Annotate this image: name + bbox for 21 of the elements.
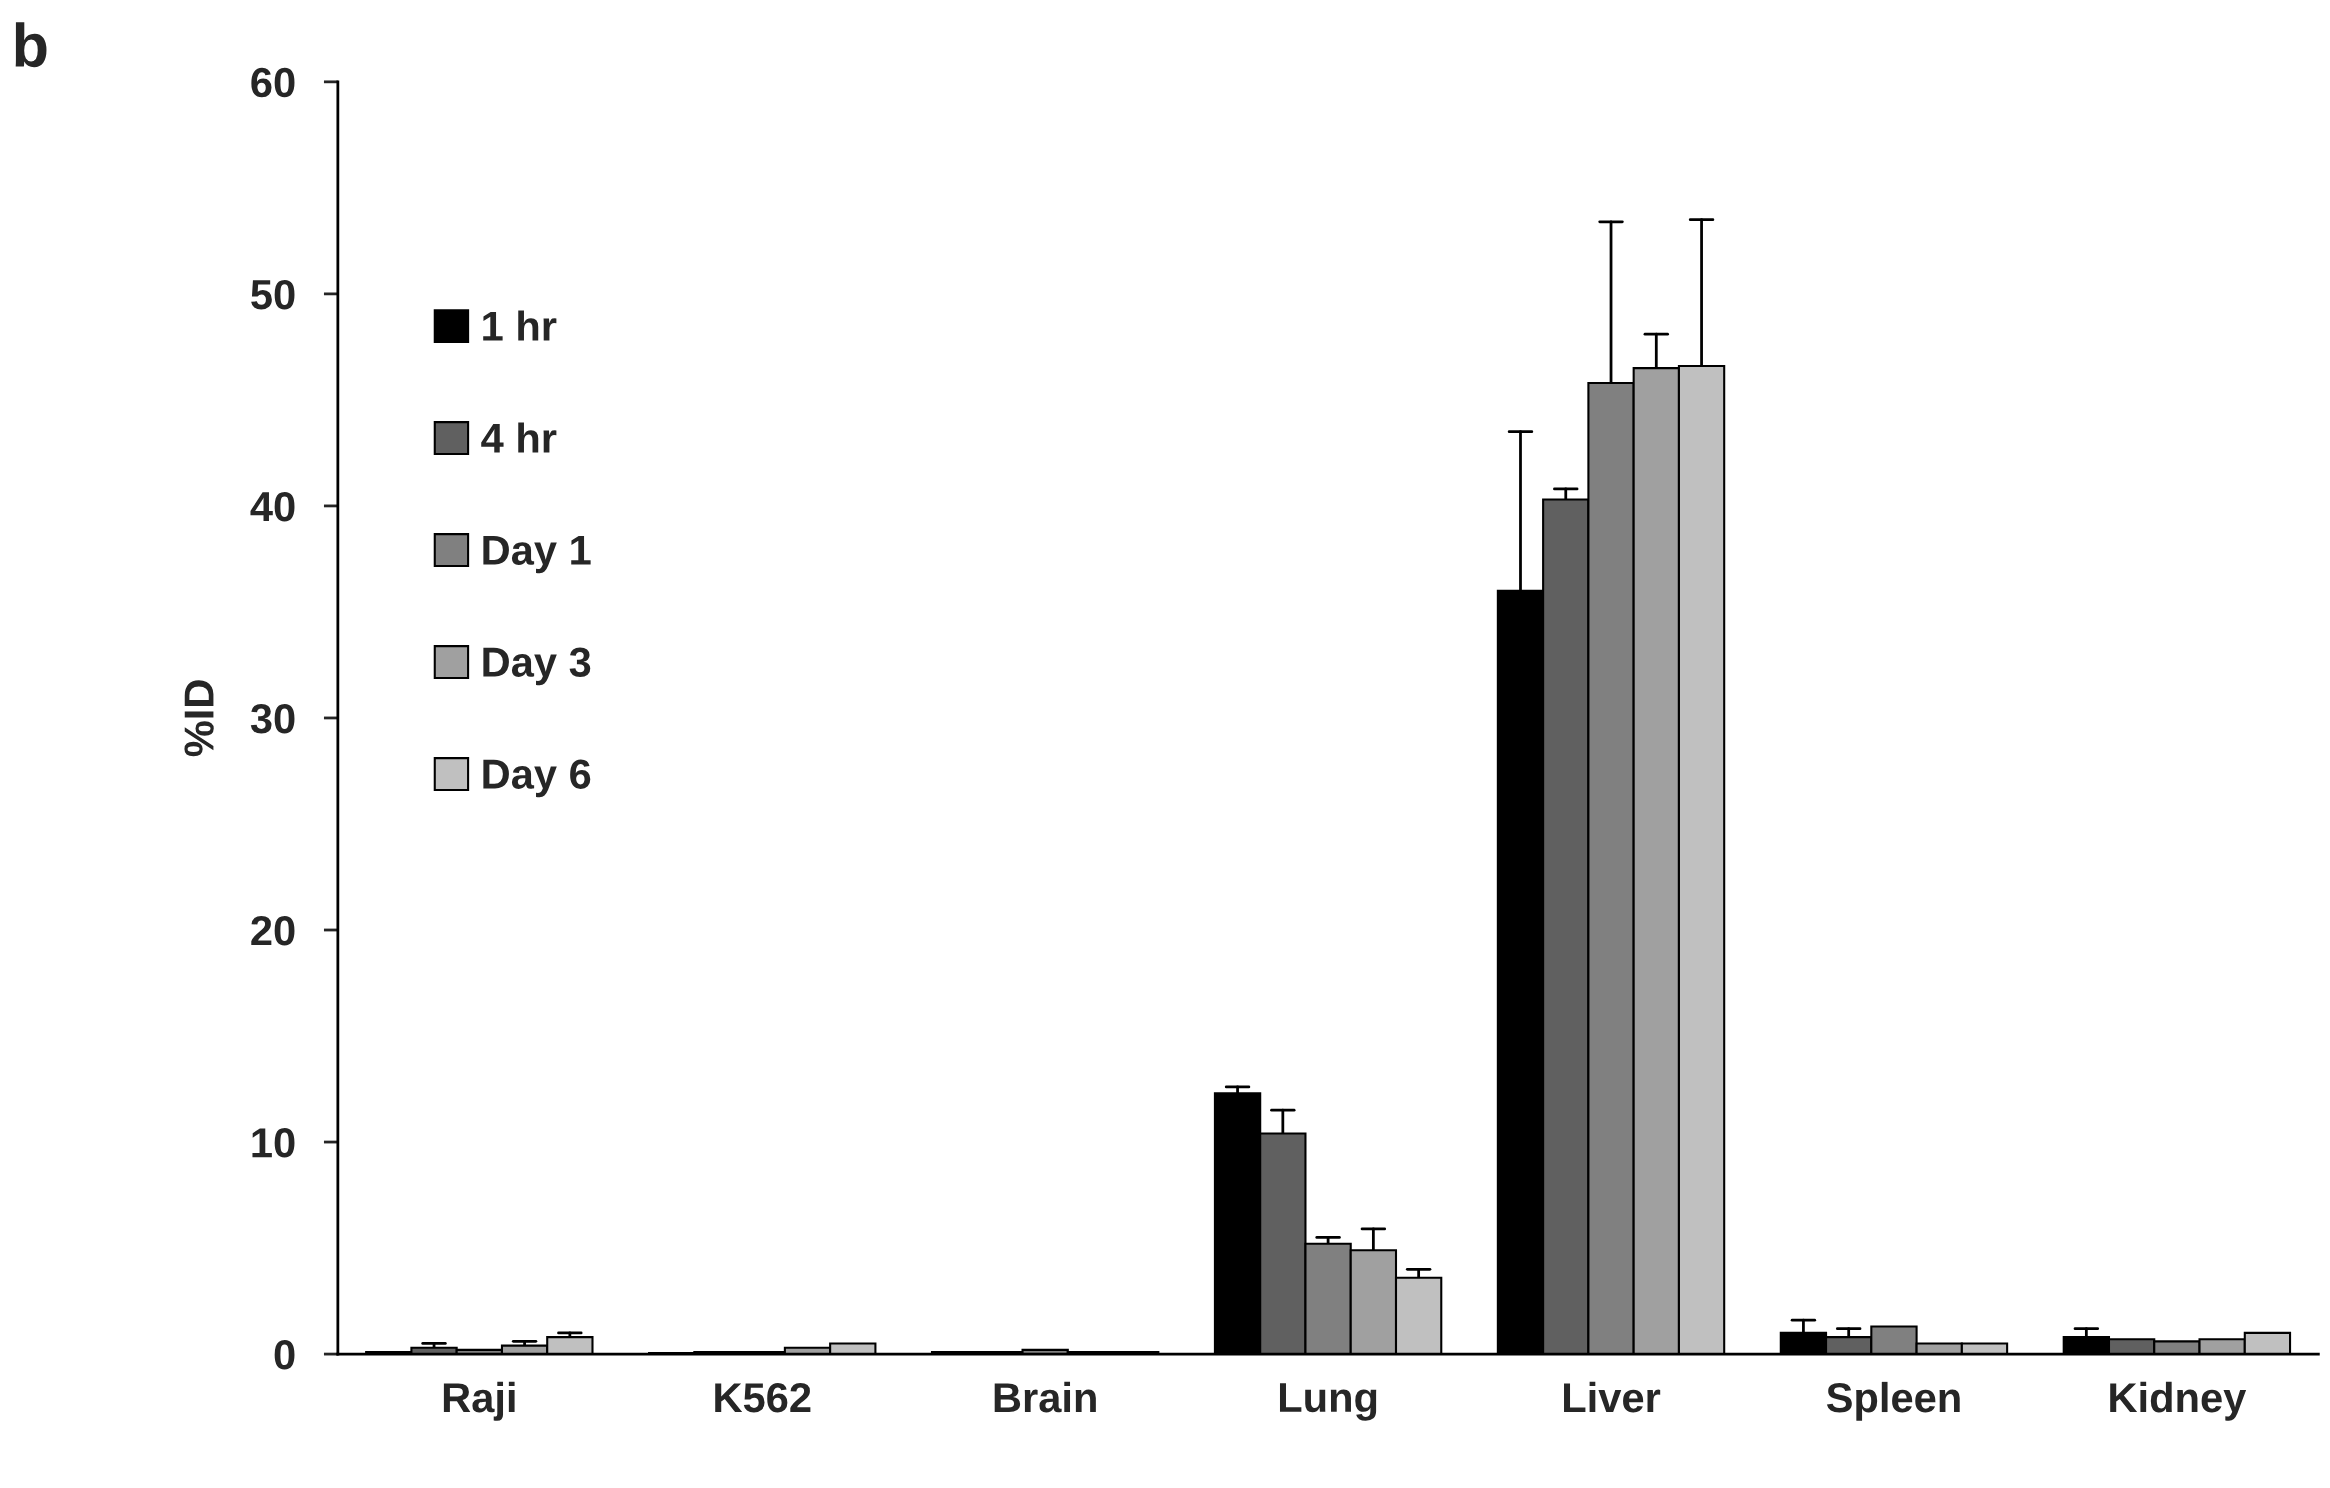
y-tick-label: 0 bbox=[274, 1340, 295, 1370]
y-tick-label: 60 bbox=[251, 67, 295, 98]
y-axis-title: %ID bbox=[184, 680, 214, 757]
chart-title: b bbox=[15, 22, 47, 68]
y-tick-label: 10 bbox=[252, 1128, 295, 1158]
legend-label: Day 1 bbox=[483, 535, 591, 574]
legend-label: 1 hr bbox=[483, 310, 557, 341]
x-tick-label: K562 bbox=[715, 1382, 811, 1413]
y-tick-label: 30 bbox=[250, 703, 295, 734]
y-tick-label: 20 bbox=[251, 916, 295, 946]
x-tick-label: Spleen bbox=[1826, 1381, 1960, 1421]
x-tick-label: Kidney bbox=[2110, 1381, 2247, 1421]
y-tick-label: 50 bbox=[251, 279, 295, 310]
x-tick-label: Lung bbox=[1279, 1383, 1377, 1421]
legend-label: Day 3 bbox=[483, 647, 591, 686]
legend-label: Day 6 bbox=[483, 759, 591, 798]
x-tick-label: Liver bbox=[1564, 1381, 1661, 1413]
legend-label: 4 hr bbox=[481, 422, 557, 453]
y-tick-label: 40 bbox=[250, 491, 295, 522]
x-tick-label: Raji bbox=[443, 1381, 515, 1421]
x-tick-label: Brain bbox=[994, 1381, 1096, 1413]
